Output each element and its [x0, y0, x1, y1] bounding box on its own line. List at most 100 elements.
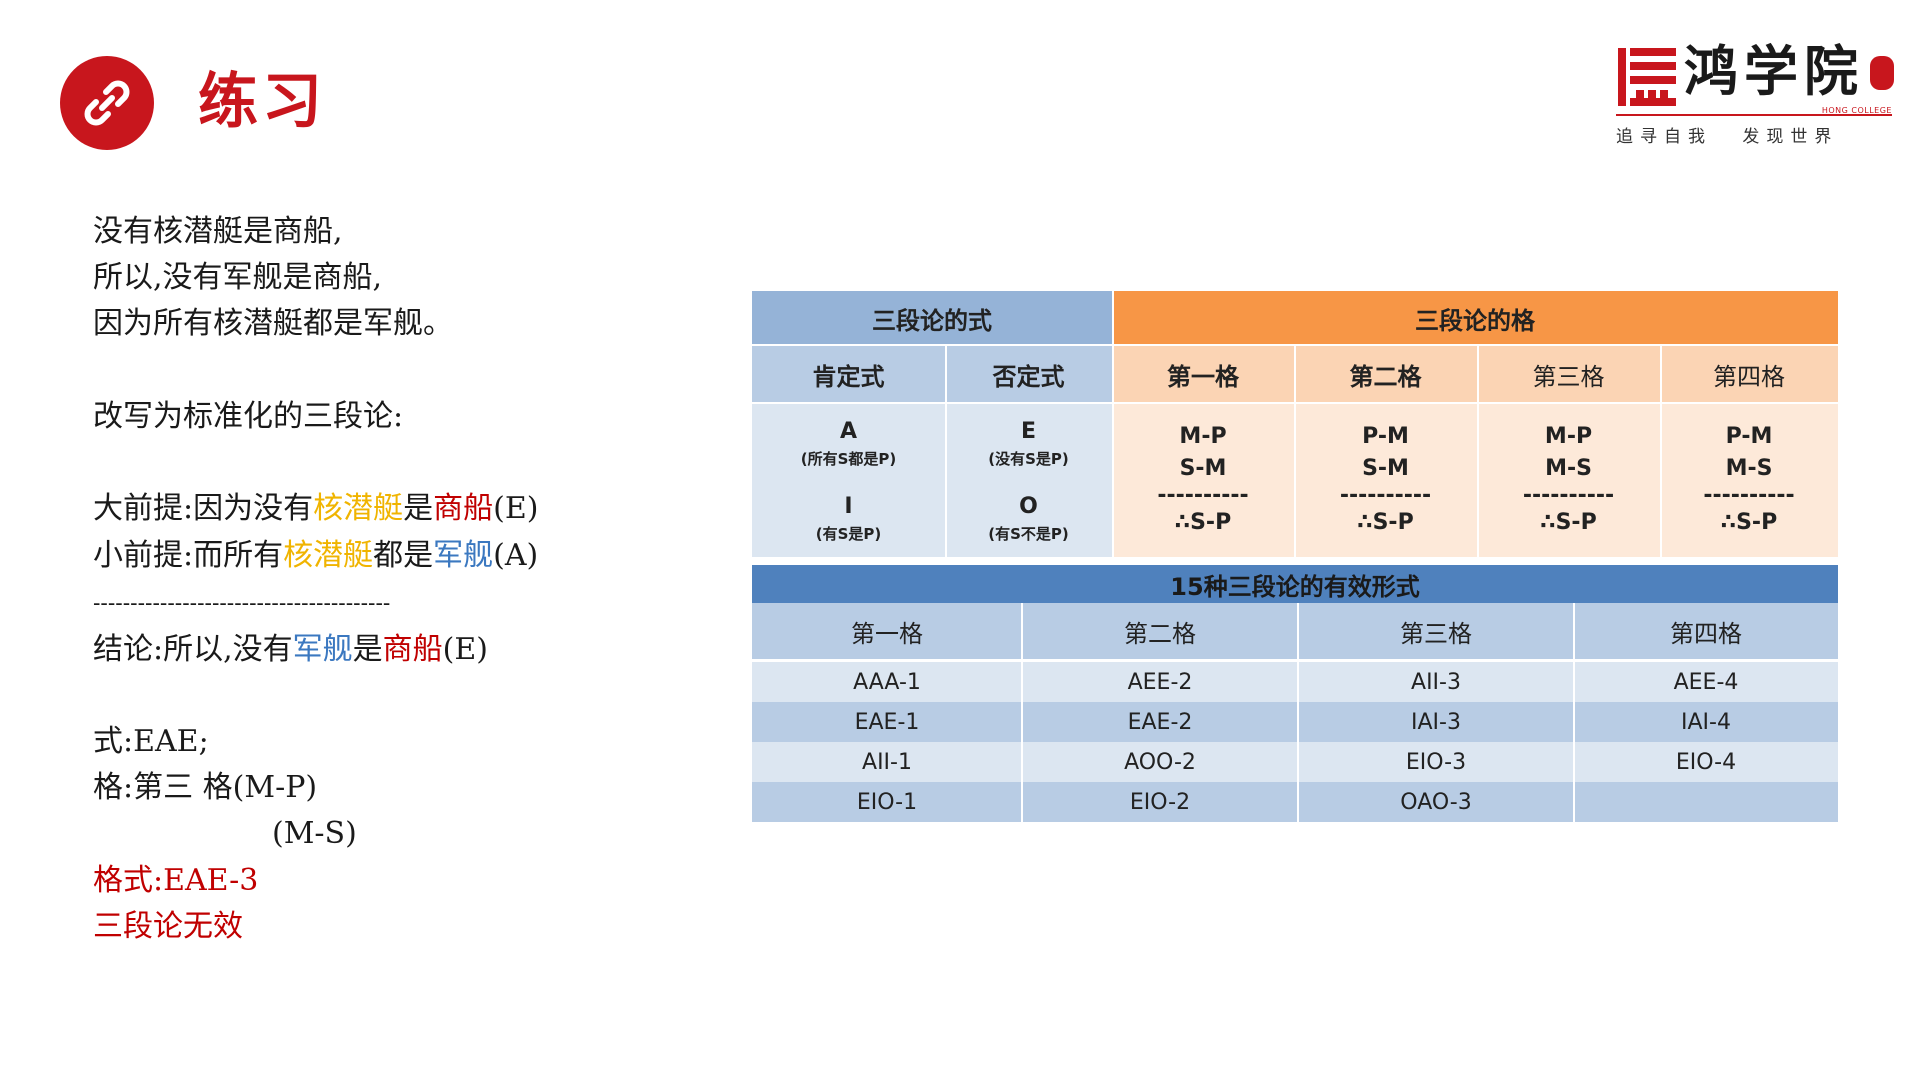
- minor-premise: 小前提:而所有核潜艇都是军舰(A): [93, 536, 538, 576]
- mood-o-desc: (有S不是P): [988, 523, 1069, 544]
- figure-3-dash: ----------: [1523, 485, 1614, 507]
- valid-cell: EIO-4: [1574, 742, 1838, 782]
- mood-a-letter: A: [840, 416, 857, 448]
- figure-3-major: M-P: [1545, 421, 1592, 453]
- major-type: (E): [493, 491, 538, 526]
- figure-3-form: M-P M-S ---------- ∴S-P: [1477, 403, 1660, 557]
- grid-line: [752, 344, 1838, 346]
- grid-line: [1660, 345, 1662, 557]
- major-copula: 是: [403, 491, 433, 526]
- conclusion: 结论:所以,没有军舰是商船(E): [93, 630, 488, 670]
- conclusion-copula: 是: [353, 632, 383, 667]
- grid-line: [1297, 603, 1299, 824]
- figure-3-header: 第三格: [1477, 345, 1660, 403]
- conclusion-term-subject: 军舰: [293, 632, 353, 667]
- valid-header-1: 第一格: [752, 603, 1022, 659]
- valid-cell: EIO-1: [752, 782, 1022, 822]
- college-logo: 鸿学院 HONG COLLEGE 追寻自我 发现世界: [1612, 36, 1896, 156]
- figure-1-conclusion: ∴S-P: [1175, 507, 1231, 539]
- negative-moods: E (没有S是P) O (有S不是P): [945, 403, 1112, 557]
- valid-header-2: 第二格: [1022, 603, 1298, 659]
- valid-cell: AII-3: [1298, 662, 1574, 702]
- syllogism-table: 三段论的式 三段论的格 肯定式 否定式 第一格 第二格 第三格 第四格 A (所…: [752, 291, 1838, 824]
- link-icon: [82, 78, 132, 128]
- affirmative-header: 肯定式: [752, 345, 945, 403]
- valid-cell: AAA-1: [752, 662, 1022, 702]
- grid-line: [1021, 603, 1023, 824]
- page-title: 练习: [198, 60, 326, 144]
- mood-a-desc: (所有S都是P): [801, 448, 897, 469]
- logo-english: HONG COLLEGE: [1822, 106, 1892, 115]
- figure-4-form: P-M M-S ---------- ∴S-P: [1660, 403, 1838, 557]
- valid-cell: EIO-3: [1298, 742, 1574, 782]
- figure-1-major: M-P: [1179, 421, 1226, 453]
- mood-line: 式:EAE;: [93, 722, 209, 762]
- logo-slogan: 追寻自我 发现世界: [1616, 122, 1838, 147]
- major-term-predicate: 商船: [433, 491, 493, 526]
- premise-line-2: 所以,没有军舰是商船,: [93, 258, 382, 298]
- figure-4-header: 第四格: [1660, 345, 1838, 403]
- valid-cell: EAE-2: [1022, 702, 1298, 742]
- grid-line: [1294, 345, 1296, 557]
- title-link-icon: [60, 56, 154, 150]
- major-term-middle: 核潜艇: [313, 491, 403, 526]
- figure-header: 三段论的格: [1112, 291, 1838, 345]
- seal-icon: [1870, 56, 1894, 90]
- mood-o-letter: O: [1019, 491, 1038, 523]
- valid-cell: IAI-3: [1298, 702, 1574, 742]
- conclusion-type: (E): [443, 632, 488, 667]
- valid-cell: AOO-2: [1022, 742, 1298, 782]
- figure-2-form: P-M S-M ---------- ∴S-P: [1294, 403, 1477, 557]
- figure-4-minor: M-S: [1726, 453, 1773, 485]
- figure-3-conclusion: ∴S-P: [1540, 507, 1596, 539]
- grid-line: [1573, 603, 1575, 824]
- valid-cell: [1574, 782, 1838, 822]
- grid-line: [752, 402, 1838, 404]
- mood-e-desc: (没有S是P): [988, 448, 1069, 469]
- valid-cell: EAE-1: [752, 702, 1022, 742]
- figure-4-major: P-M: [1726, 421, 1773, 453]
- figure-1-header: 第一格: [1112, 345, 1294, 403]
- figure-2-minor: S-M: [1362, 453, 1409, 485]
- mood-i-desc: (有S是P): [816, 523, 882, 544]
- figure-2-major: P-M: [1362, 421, 1409, 453]
- logo-mark-icon: [1616, 44, 1678, 110]
- figure-2-header: 第二格: [1294, 345, 1477, 403]
- figure-1-form: M-P S-M ---------- ∴S-P: [1112, 403, 1294, 557]
- grid-line: [1112, 291, 1114, 557]
- figure-1-minor: S-M: [1180, 453, 1227, 485]
- result-form: 格式:EAE-3: [93, 861, 258, 901]
- minor-term-subject: 军舰: [433, 538, 493, 573]
- result-verdict: 三段论无效: [93, 907, 243, 947]
- figure-line-2: (M-S): [272, 814, 357, 854]
- conclusion-divider: ----------------------------------------: [93, 584, 390, 624]
- major-premise: 大前提:因为没有核潜艇是商船(E): [93, 489, 538, 529]
- figure-2-dash: ----------: [1340, 485, 1431, 507]
- figure-4-dash: ----------: [1703, 485, 1794, 507]
- figure-line: 格:第三 格(M-P): [93, 768, 317, 808]
- mood-e-letter: E: [1021, 416, 1036, 448]
- major-prefix: 大前提:因为没有: [93, 491, 313, 526]
- minor-type: (A): [493, 538, 538, 573]
- rewrite-heading: 改写为标准化的三段论:: [93, 397, 403, 437]
- negative-header: 否定式: [945, 345, 1112, 403]
- figure-2-conclusion: ∴S-P: [1357, 507, 1413, 539]
- minor-copula: 都是: [373, 538, 433, 573]
- figure-4-conclusion: ∴S-P: [1721, 507, 1777, 539]
- premise-line-1: 没有核潜艇是商船,: [93, 212, 343, 252]
- valid-cell: EIO-2: [1022, 782, 1298, 822]
- figure-1-dash: ----------: [1157, 485, 1248, 507]
- grid-line: [1477, 345, 1479, 557]
- valid-cell: OAO-3: [1298, 782, 1574, 822]
- valid-header-3: 第三格: [1298, 603, 1574, 659]
- valid-forms-title: 15种三段论的有效形式: [752, 565, 1838, 603]
- grid-line: [945, 345, 947, 557]
- valid-cell: AII-1: [752, 742, 1022, 782]
- minor-prefix: 小前提:而所有: [93, 538, 283, 573]
- minor-term-middle: 核潜艇: [283, 538, 373, 573]
- valid-cell: AEE-2: [1022, 662, 1298, 702]
- premise-line-3: 因为所有核潜艇都是军舰。: [93, 304, 453, 344]
- mood-i-letter: I: [844, 491, 852, 523]
- affirmative-moods: A (所有S都是P) I (有S是P): [752, 403, 945, 557]
- valid-cell: IAI-4: [1574, 702, 1838, 742]
